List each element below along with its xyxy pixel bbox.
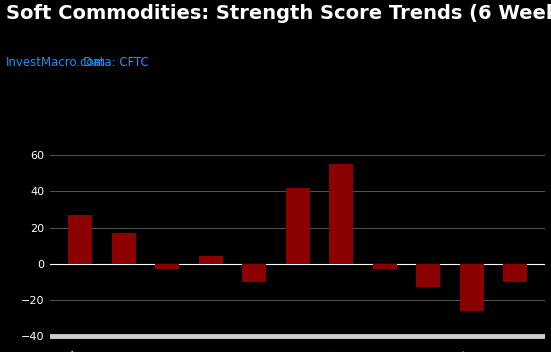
Text: Data: CFTC: Data: CFTC: [72, 56, 148, 69]
Bar: [503, 264, 527, 282]
Bar: [416, 264, 440, 287]
Bar: [68, 215, 92, 264]
Bar: [198, 256, 223, 264]
Text: Soft Commodities: Strength Score Trends (6 Week): Soft Commodities: Strength Score Trends …: [6, 4, 551, 23]
Bar: [329, 164, 353, 264]
Bar: [111, 233, 136, 264]
Text: InvestMacro.com: InvestMacro.com: [6, 56, 106, 69]
Bar: [285, 188, 310, 264]
Bar: [155, 264, 179, 269]
Bar: [460, 264, 484, 310]
Bar: [372, 264, 397, 269]
Bar: [242, 264, 266, 282]
